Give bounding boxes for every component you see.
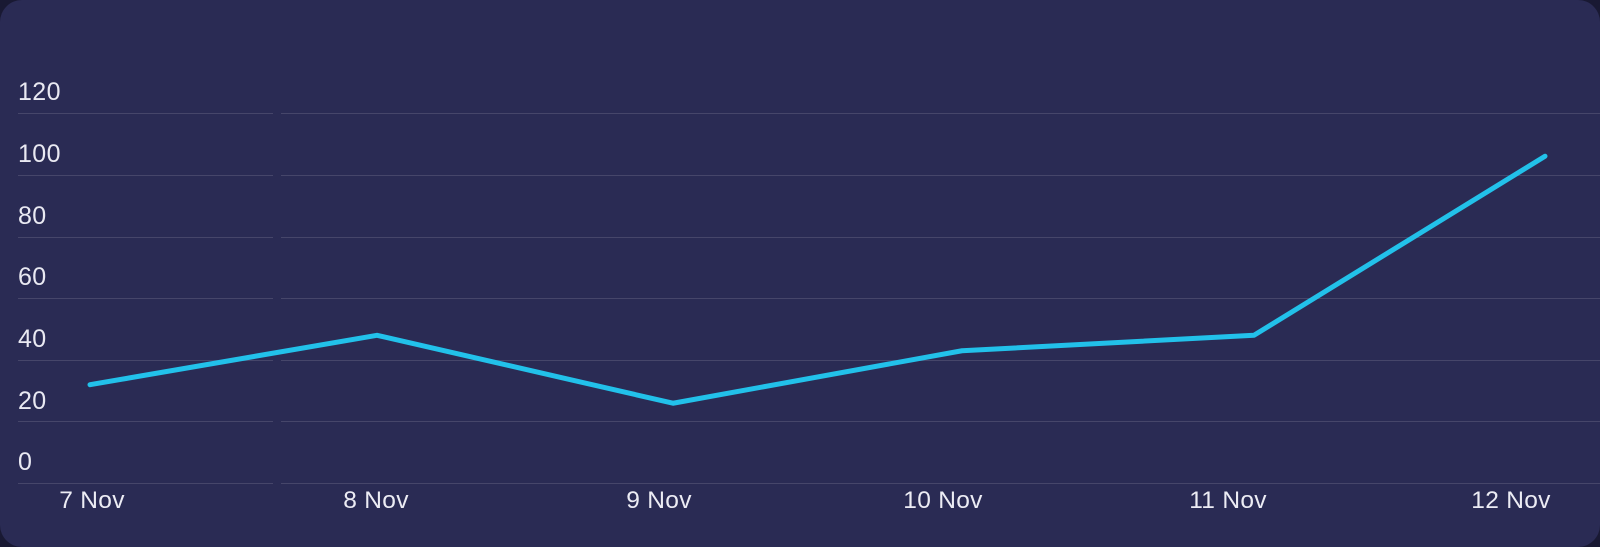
y-axis-tick-20: 20	[18, 387, 47, 415]
gridline-40	[18, 360, 1600, 361]
x-axis-tick-7-nov: 7 Nov	[59, 487, 125, 514]
x-axis-tick-11-nov: 11 Nov	[1189, 487, 1267, 514]
y-axis-tick-100: 100	[18, 140, 61, 168]
y-axis-tick-60: 60	[18, 263, 47, 291]
x-axis-tick-9-nov: 9 Nov	[626, 487, 692, 514]
gridline-20	[18, 421, 1600, 422]
gridline-120	[18, 113, 1600, 114]
series-line-0	[87, 153, 1548, 406]
y-axis-tick-40: 40	[18, 325, 47, 353]
gridline-60	[18, 298, 1600, 299]
x-axis-tick-10-nov: 10 Nov	[903, 487, 983, 514]
y-axis-tick-0: 0	[18, 448, 33, 476]
gridline-80	[18, 237, 1600, 238]
y-axis-tick-80: 80	[18, 202, 47, 230]
x-axis-tick-12-nov: 12 Nov	[1471, 487, 1551, 514]
x-axis-tick-8-nov: 8 Nov	[343, 487, 409, 514]
gridline-0	[18, 483, 1600, 484]
gridline-100	[18, 175, 1600, 176]
y-axis-tick-120: 120	[18, 78, 61, 106]
